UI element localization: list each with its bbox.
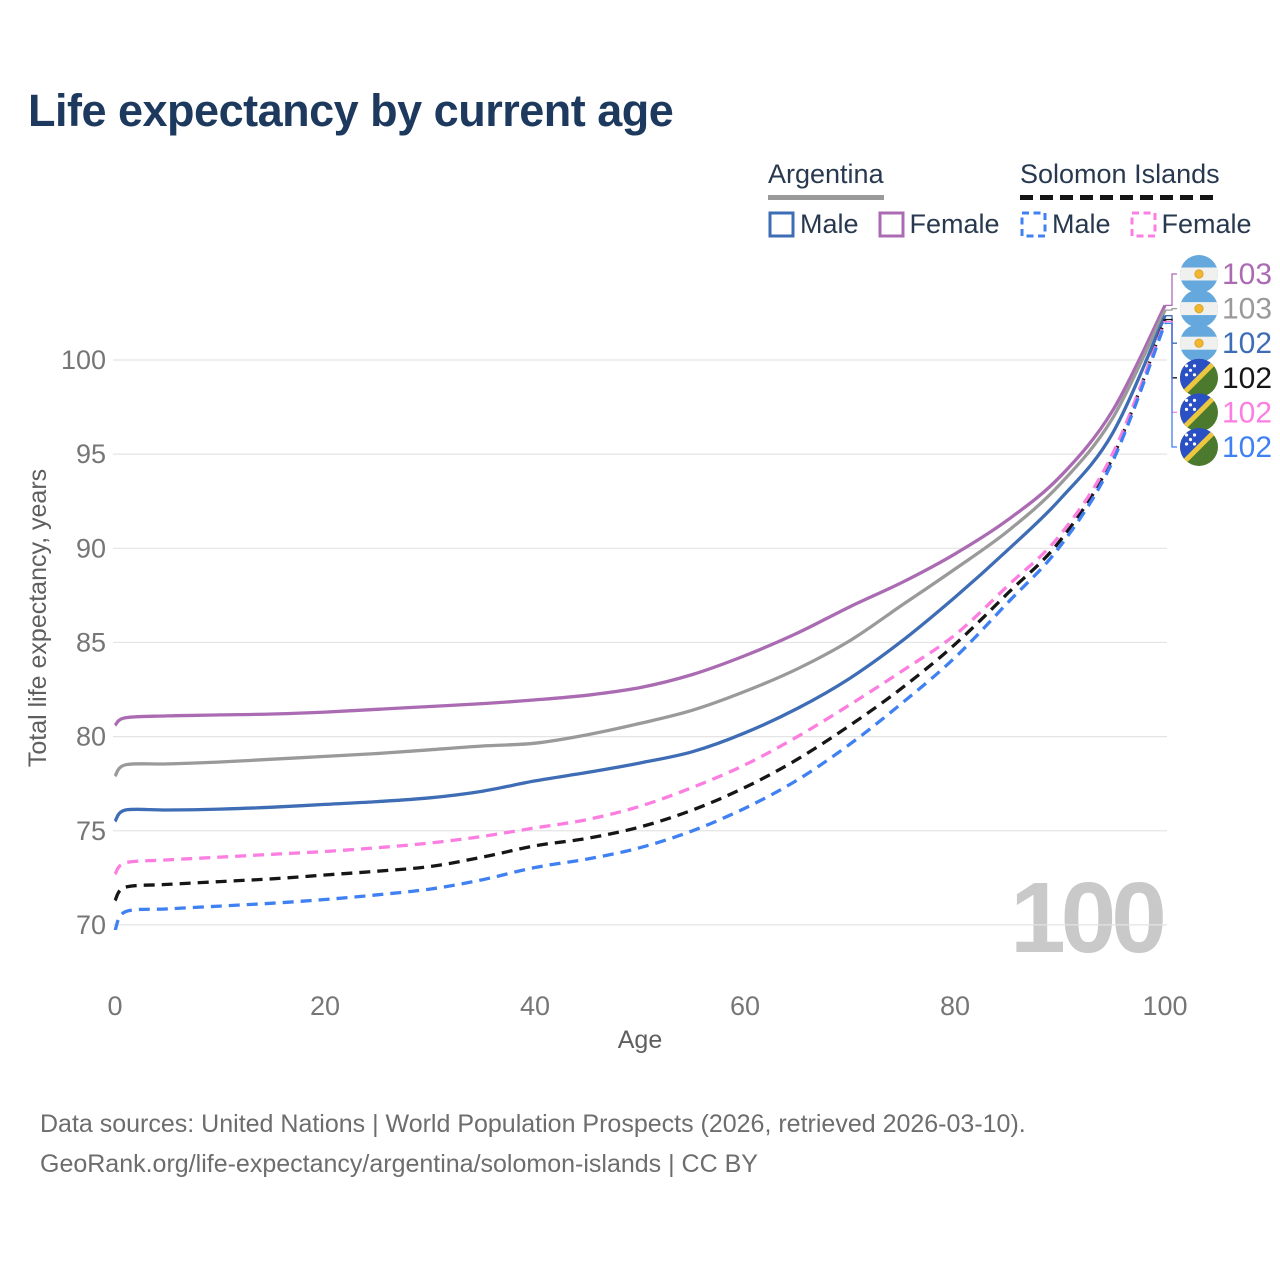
legend-label-female: Female	[1161, 208, 1252, 239]
y-axis-title: Total life expectancy, years	[24, 469, 52, 767]
solomon-islands-flag-icon	[1180, 428, 1218, 466]
page-title: Life expectancy by current age	[28, 85, 674, 136]
argentina-male-swatch-icon	[768, 211, 795, 238]
series-line-solomon-islands-female[interactable]	[113, 320, 1167, 876]
end-label-leader-solomon-islands	[1165, 318, 1177, 379]
legend-label-male: Male	[1052, 208, 1111, 239]
solomon-islands-dashed-line-swatch	[1020, 194, 1220, 200]
legend-country-argentina[interactable]: Argentina	[768, 159, 884, 189]
x-tick-label-60: 60	[730, 991, 760, 1021]
legend-item-argentina-female[interactable]: Female	[878, 209, 1000, 240]
end-value-label-argentina: 103	[1222, 293, 1272, 326]
legend-label-male: Male	[800, 208, 859, 239]
argentina-female-swatch-icon	[878, 211, 905, 238]
legend-group-argentina: Argentina Male Female	[768, 159, 1019, 240]
y-tick-label-95: 95	[76, 439, 106, 469]
legend-country-solomon-islands[interactable]: Solomon Islands	[1020, 159, 1220, 189]
end-value-label-solomon-islands-female: 102	[1222, 396, 1272, 429]
legend-label-female: Female	[909, 208, 1000, 239]
argentina-flag-icon	[1180, 255, 1218, 293]
solomon-islands-female-swatch-icon	[1130, 211, 1157, 238]
series-line-argentina-male[interactable]	[113, 315, 1167, 823]
footer-data-sources: Data sources: United Nations | World Pop…	[40, 1110, 1026, 1138]
solomon-islands-flag-icon	[1180, 393, 1218, 432]
y-tick-label-70: 70	[76, 910, 106, 940]
legend-group-solomon-islands: Solomon Islands Male Female	[1020, 159, 1271, 240]
end-value-label-argentina-female: 103	[1222, 258, 1272, 291]
argentina-solid-line-swatch	[768, 194, 884, 200]
series-line-solomon-islands-male[interactable]	[113, 322, 1167, 930]
footer: Data sources: United Nations | World Pop…	[40, 1104, 1026, 1184]
y-tick-label-85: 85	[76, 627, 106, 657]
age-counter-watermark: 100	[1010, 862, 1163, 974]
x-tick-label-40: 40	[520, 991, 550, 1021]
x-axis-title: Age	[618, 1026, 662, 1054]
end-value-label-solomon-islands: 102	[1222, 362, 1272, 395]
series-line-argentina[interactable]	[113, 309, 1167, 778]
solomon-islands-male-swatch-icon	[1020, 211, 1047, 238]
argentina-flag-icon	[1180, 324, 1218, 363]
series-line-argentina-female[interactable]	[113, 304, 1167, 727]
y-tick-label-90: 90	[76, 533, 106, 563]
end-value-label-argentina-male: 102	[1222, 327, 1272, 360]
solomon-islands-flag-icon	[1180, 358, 1218, 397]
legend-item-argentina-male[interactable]: Male	[768, 209, 859, 240]
end-value-label-solomon-islands-male: 102	[1222, 431, 1272, 464]
footer-citation-link: GeoRank.org/life-expectancy/argentina/so…	[40, 1150, 758, 1178]
x-tick-label-100: 100	[1142, 991, 1187, 1021]
end-label-leader-argentina-female	[1165, 273, 1177, 307]
x-tick-label-80: 80	[940, 991, 970, 1021]
legend-item-solomon-islands-male[interactable]: Male	[1020, 209, 1111, 240]
y-tick-label-80: 80	[76, 722, 106, 752]
legend-item-solomon-islands-female[interactable]: Female	[1130, 209, 1252, 240]
end-label-leader-argentina	[1165, 307, 1177, 311]
y-tick-label-75: 75	[76, 816, 106, 846]
x-tick-label-0: 0	[107, 991, 122, 1021]
end-label-leader-solomon-islands-male	[1165, 322, 1177, 448]
x-tick-label-20: 20	[310, 991, 340, 1021]
y-tick-label-100: 100	[61, 345, 106, 375]
argentina-flag-icon	[1180, 289, 1218, 328]
end-label-leader-solomon-islands-female	[1165, 320, 1177, 414]
series-line-solomon-islands[interactable]	[113, 318, 1167, 902]
